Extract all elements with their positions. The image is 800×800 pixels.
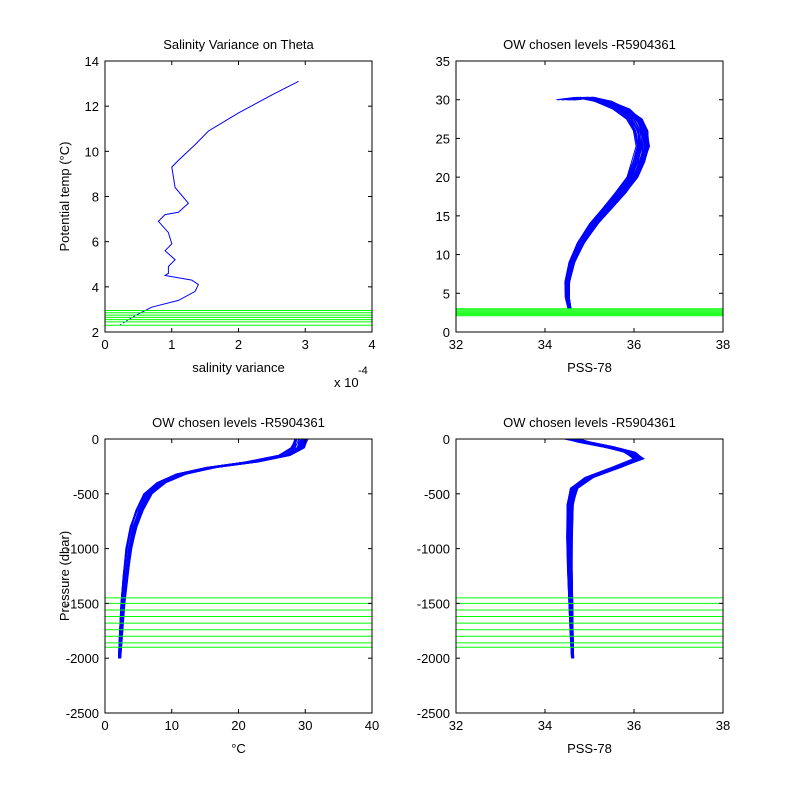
x-tick-label: 10 <box>165 718 179 733</box>
panel-title: OW chosen levels -R5904361 <box>503 415 676 430</box>
profile-line <box>119 439 306 659</box>
x-axis-label: °C <box>231 741 246 756</box>
x-tick-label: 38 <box>716 337 730 352</box>
y-tick-label: -1500 <box>66 596 99 611</box>
x-tick-label: 1 <box>168 337 175 352</box>
y-tick-label: 4 <box>92 280 99 295</box>
y-tick-label: 14 <box>85 54 99 69</box>
x-tick-label: 32 <box>449 718 463 733</box>
x-tick-label: 36 <box>627 718 641 733</box>
y-tick-label: -2000 <box>66 651 99 666</box>
y-tick-label: 10 <box>436 248 450 263</box>
x-tick-label: 32 <box>449 337 463 352</box>
x-multiplier-label: x 10 <box>334 375 359 390</box>
plot-area <box>456 439 723 659</box>
x-axis-label: salinity variance <box>192 360 285 375</box>
y-tick-label: 25 <box>436 131 450 146</box>
x-tick-label: 30 <box>298 718 312 733</box>
y-tick-label: 12 <box>85 99 99 114</box>
profile-line <box>120 439 308 659</box>
y-axis-label: Pressure (dbar) <box>57 531 72 621</box>
series-line <box>138 80 299 315</box>
profile-line <box>566 96 643 309</box>
x-tick-label: 4 <box>368 337 375 352</box>
x-axis-label: PSS-78 <box>567 741 612 756</box>
panel-4: 32 34 36 38 -2500 -2000 -1500 -1000 -500 0 OW chos… <box>417 415 730 756</box>
panel-title: OW chosen levels -R5904361 <box>152 415 325 430</box>
y-tick-label: 0 <box>443 432 450 447</box>
x-axis-label: PSS-78 <box>567 360 612 375</box>
panel-2: 32 34 36 38 0 5 10 15 20 25 30 35 OW chosen levels -… <box>436 37 731 375</box>
y-tick-label: 0 <box>92 432 99 447</box>
y-tick-label: 8 <box>92 190 99 205</box>
panel-title: Salinity Variance on Theta <box>163 37 314 52</box>
x-tick-label: 38 <box>716 718 730 733</box>
y-tick-label: 20 <box>436 170 450 185</box>
plot-area <box>105 439 372 659</box>
y-tick-label: 10 <box>85 144 99 159</box>
y-tick-label: -2500 <box>66 706 99 721</box>
y-tick-label: 30 <box>436 93 450 108</box>
y-tick-label: 35 <box>436 54 450 69</box>
profile-line <box>561 96 641 309</box>
x-tick-label: 20 <box>231 718 245 733</box>
profile-line <box>118 439 297 659</box>
x-tick-label: 34 <box>538 337 552 352</box>
y-tick-label: -1000 <box>66 542 99 557</box>
y-tick-label: -1500 <box>417 596 450 611</box>
x-tick-label: 40 <box>365 718 379 733</box>
panel-3: 0 10 20 30 40 -2500 -2000 -1500 -1000 -500 0 OW cho… <box>57 415 379 756</box>
y-axis-label: Potential temp (°C) <box>57 142 72 252</box>
y-tick-label: 2 <box>92 325 99 340</box>
y-tick-label: -2500 <box>417 706 450 721</box>
x-tick-label: 0 <box>101 718 108 733</box>
y-tick-label: 15 <box>436 209 450 224</box>
x-tick-label: 2 <box>235 337 242 352</box>
y-tick-label: 0 <box>443 325 450 340</box>
x-tick-label: 3 <box>302 337 309 352</box>
y-tick-label: -1000 <box>417 542 450 557</box>
panel-title: OW chosen levels -R5904361 <box>503 37 676 52</box>
y-tick-label: 5 <box>443 286 450 301</box>
axes-box <box>455 438 724 714</box>
y-tick-label: -2000 <box>417 651 450 666</box>
profile-line <box>568 96 648 309</box>
y-tick-label: 6 <box>92 235 99 250</box>
y-tick-label: -500 <box>73 487 99 502</box>
plot-area <box>105 80 372 326</box>
x-multiplier-exponent: -4 <box>358 365 368 377</box>
axes-box <box>455 60 724 333</box>
plot-area <box>456 96 723 317</box>
x-tick-label: 34 <box>538 718 552 733</box>
x-tick-label: 0 <box>101 337 108 352</box>
x-tick-label: 36 <box>627 337 641 352</box>
y-tick-label: -500 <box>424 487 450 502</box>
